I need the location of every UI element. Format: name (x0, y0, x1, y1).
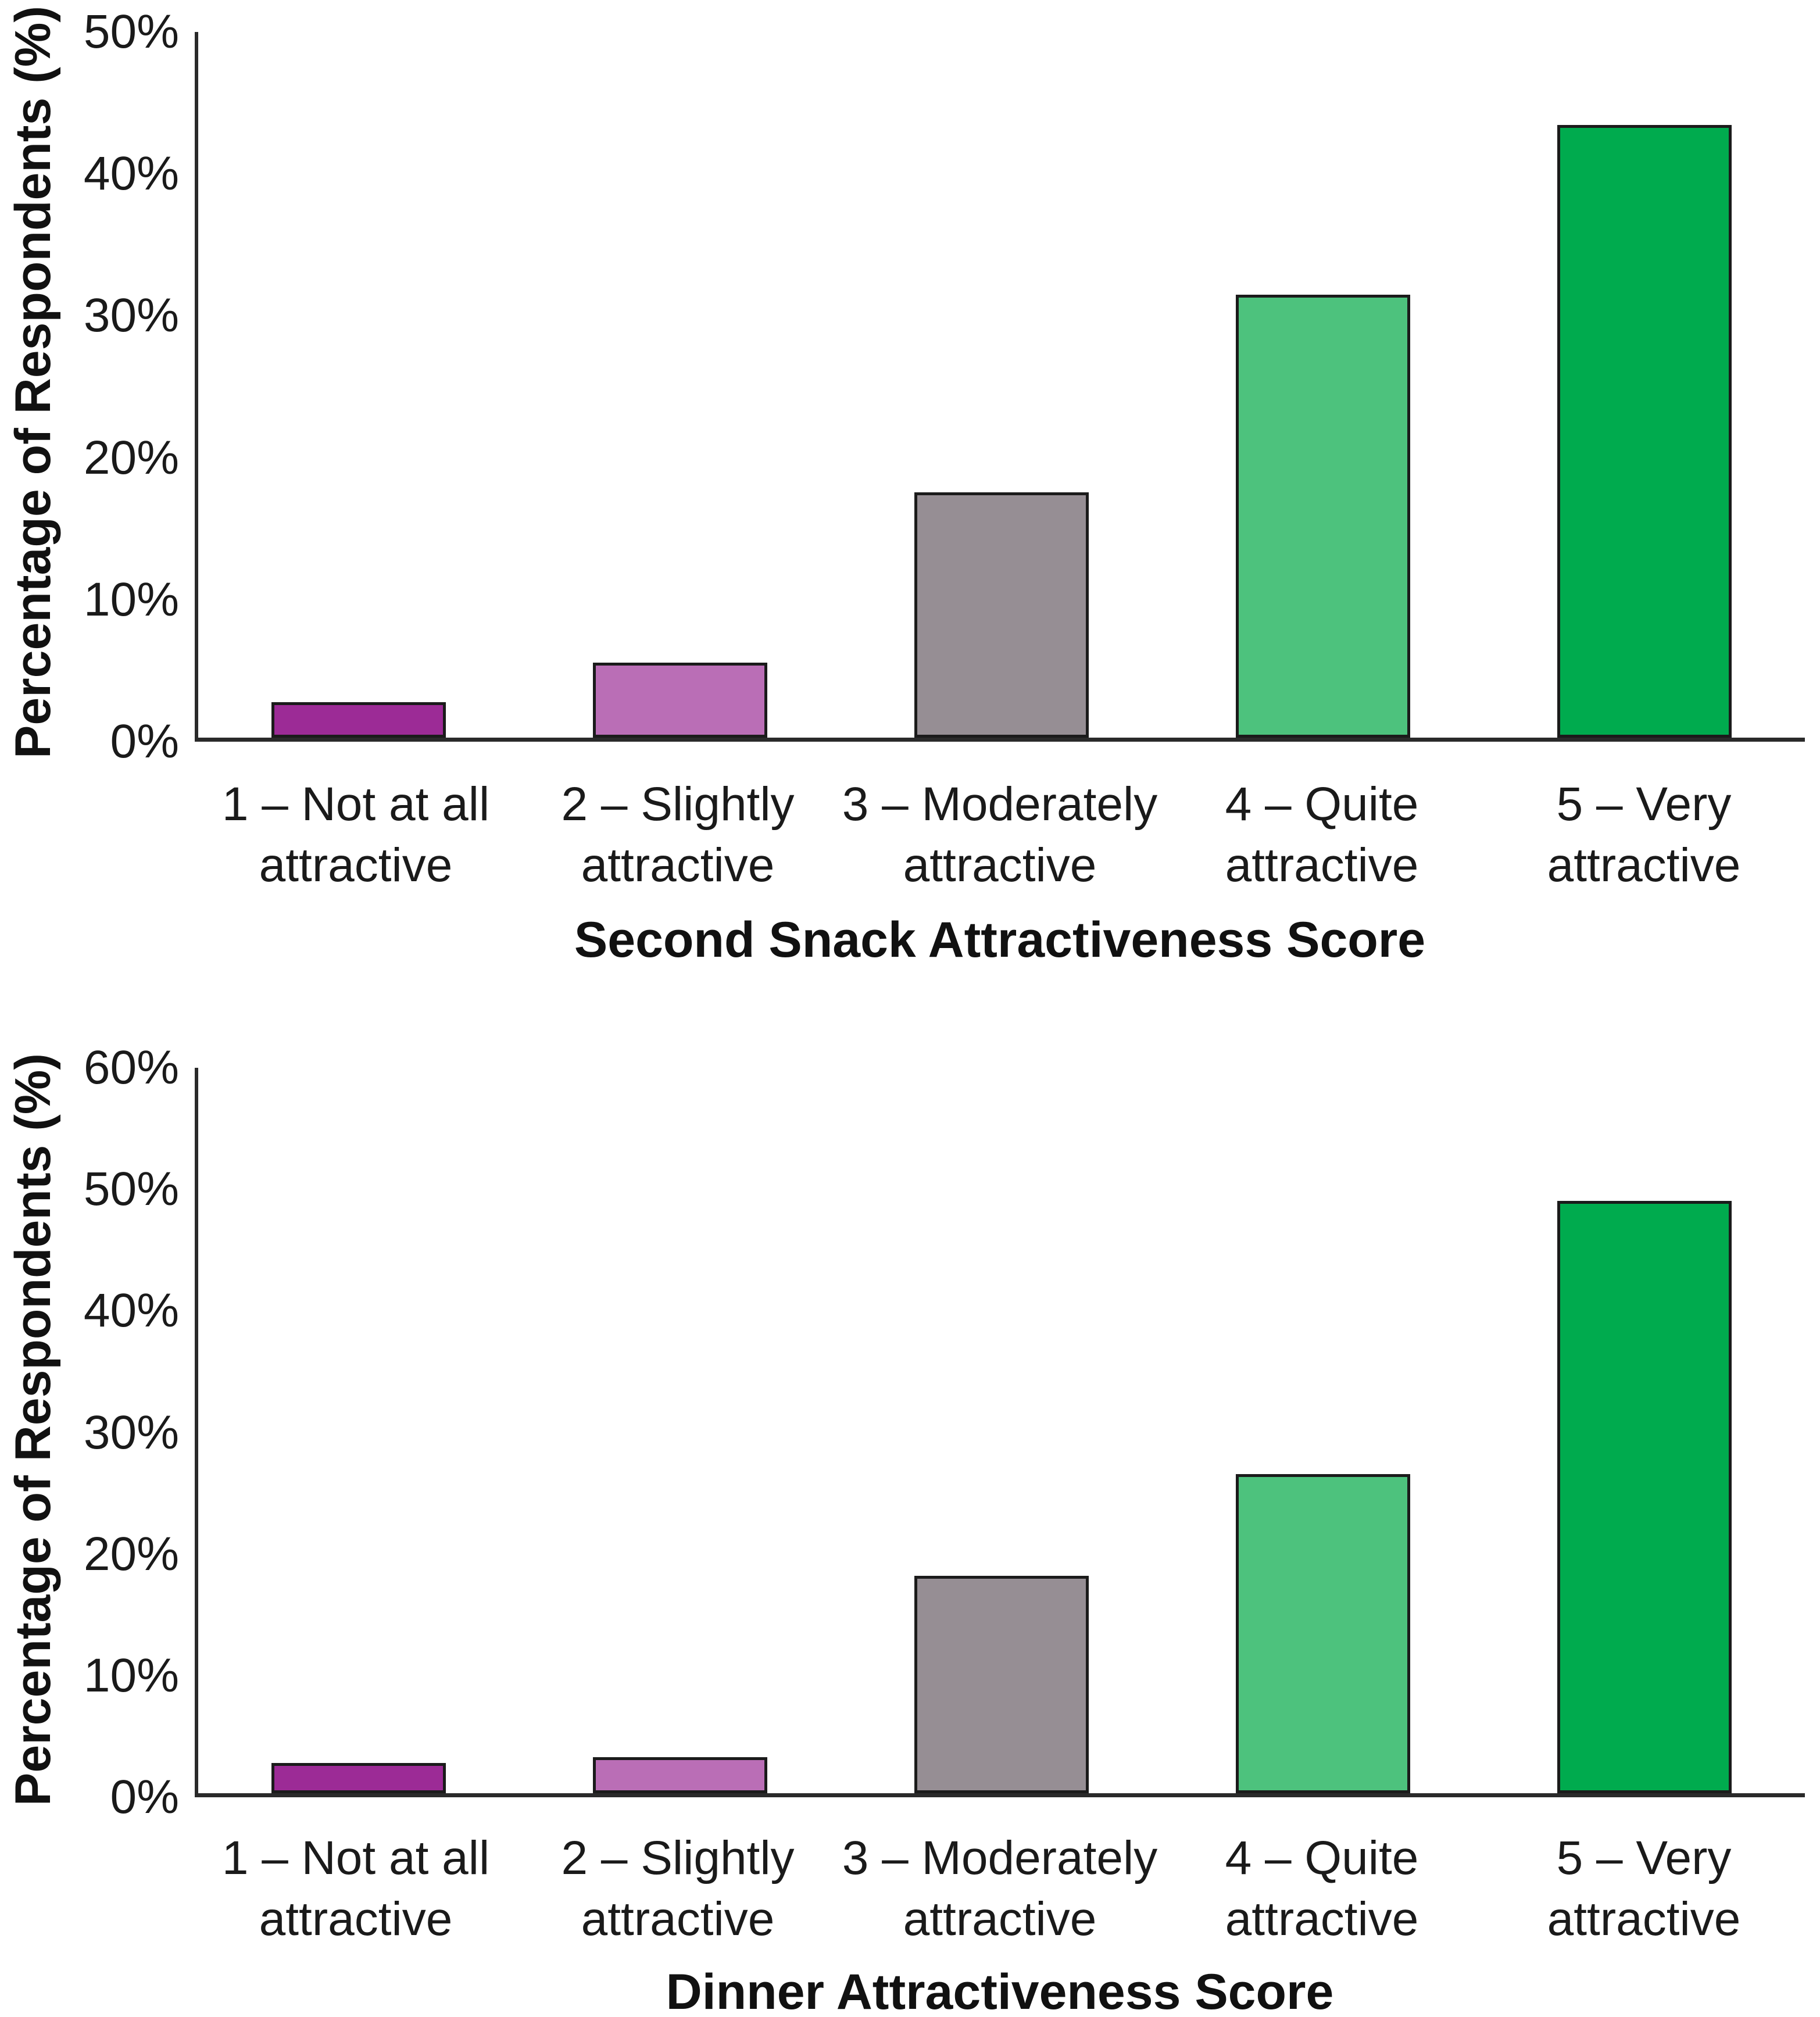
bar-2 (593, 1757, 768, 1793)
bar-slot (1162, 32, 1483, 738)
y-tick-label: 40% (83, 1284, 179, 1337)
y-tick-label: 0% (110, 715, 179, 768)
x-axis-title: Second Snack Attractiveness Score (574, 912, 1426, 968)
plot-area (195, 32, 1805, 742)
bar-1 (271, 702, 446, 738)
category-label: 3 – Moderately attractive (842, 1832, 1158, 1946)
x-axis-title: Dinner Attractiveness Score (666, 1964, 1334, 2017)
bars (198, 1068, 1805, 1793)
y-tick-label: 30% (83, 1406, 179, 1459)
y-tick-label: 30% (83, 289, 179, 342)
bar-5 (1557, 1200, 1732, 1793)
plot-area (195, 1068, 1805, 1797)
bar-slot (1483, 32, 1805, 738)
bar-5 (1557, 125, 1732, 738)
y-tick-label: 50% (83, 5, 179, 58)
bar-4 (1235, 294, 1410, 738)
bar-slot (198, 32, 520, 738)
y-tick-label: 0% (110, 1771, 179, 1823)
bar-3 (914, 492, 1089, 738)
y-ticks: 0% 10% 20% 30% 40% 50% 60% (12, 1044, 179, 1821)
y-tick-label: 20% (83, 431, 179, 484)
bar-slot (841, 1068, 1163, 1793)
y-ticks: 0% 10% 20% 30% 40% 50% (12, 8, 179, 766)
bar-slot (198, 1068, 520, 1793)
bar-3 (914, 1575, 1089, 1793)
bar-slot (841, 32, 1163, 738)
category-label: 4 – Quite attractive (1225, 1832, 1419, 1946)
y-tick-label: 10% (83, 1648, 179, 1702)
x-labels: 1 – Not at all attractive 2 – Slightly attr… (195, 774, 1805, 896)
category-label: 2 – Slightly attractive (561, 1832, 795, 1946)
bar-2 (593, 663, 768, 738)
bar-slot (520, 32, 841, 738)
y-tick-label: 60% (83, 1041, 179, 1094)
category-label: 4 – Quite attractive (1225, 778, 1419, 892)
bar-slot (520, 1068, 841, 1793)
bar-4 (1235, 1474, 1410, 1793)
y-tick-label: 50% (83, 1163, 179, 1216)
bar-slot (1162, 1068, 1483, 1793)
category-label: 1 – Not at all attractive (221, 1832, 490, 1946)
category-label: 2 – Slightly attractive (561, 778, 795, 892)
category-label: 5 – Very attractive (1547, 1832, 1741, 1946)
y-tick-label: 10% (83, 573, 179, 626)
y-tick-label: 20% (83, 1527, 179, 1580)
category-label: 5 – Very attractive (1547, 778, 1741, 892)
bar-slot (1483, 1068, 1805, 1793)
bar-1 (271, 1763, 446, 1793)
category-label: 3 – Moderately attractive (842, 778, 1158, 892)
bars (198, 32, 1805, 738)
y-tick-label: 40% (83, 147, 179, 201)
x-labels: 1 – Not at all attractive 2 – Slightly attr… (195, 1828, 1805, 1950)
category-label: 1 – Not at all attractive (221, 778, 490, 892)
